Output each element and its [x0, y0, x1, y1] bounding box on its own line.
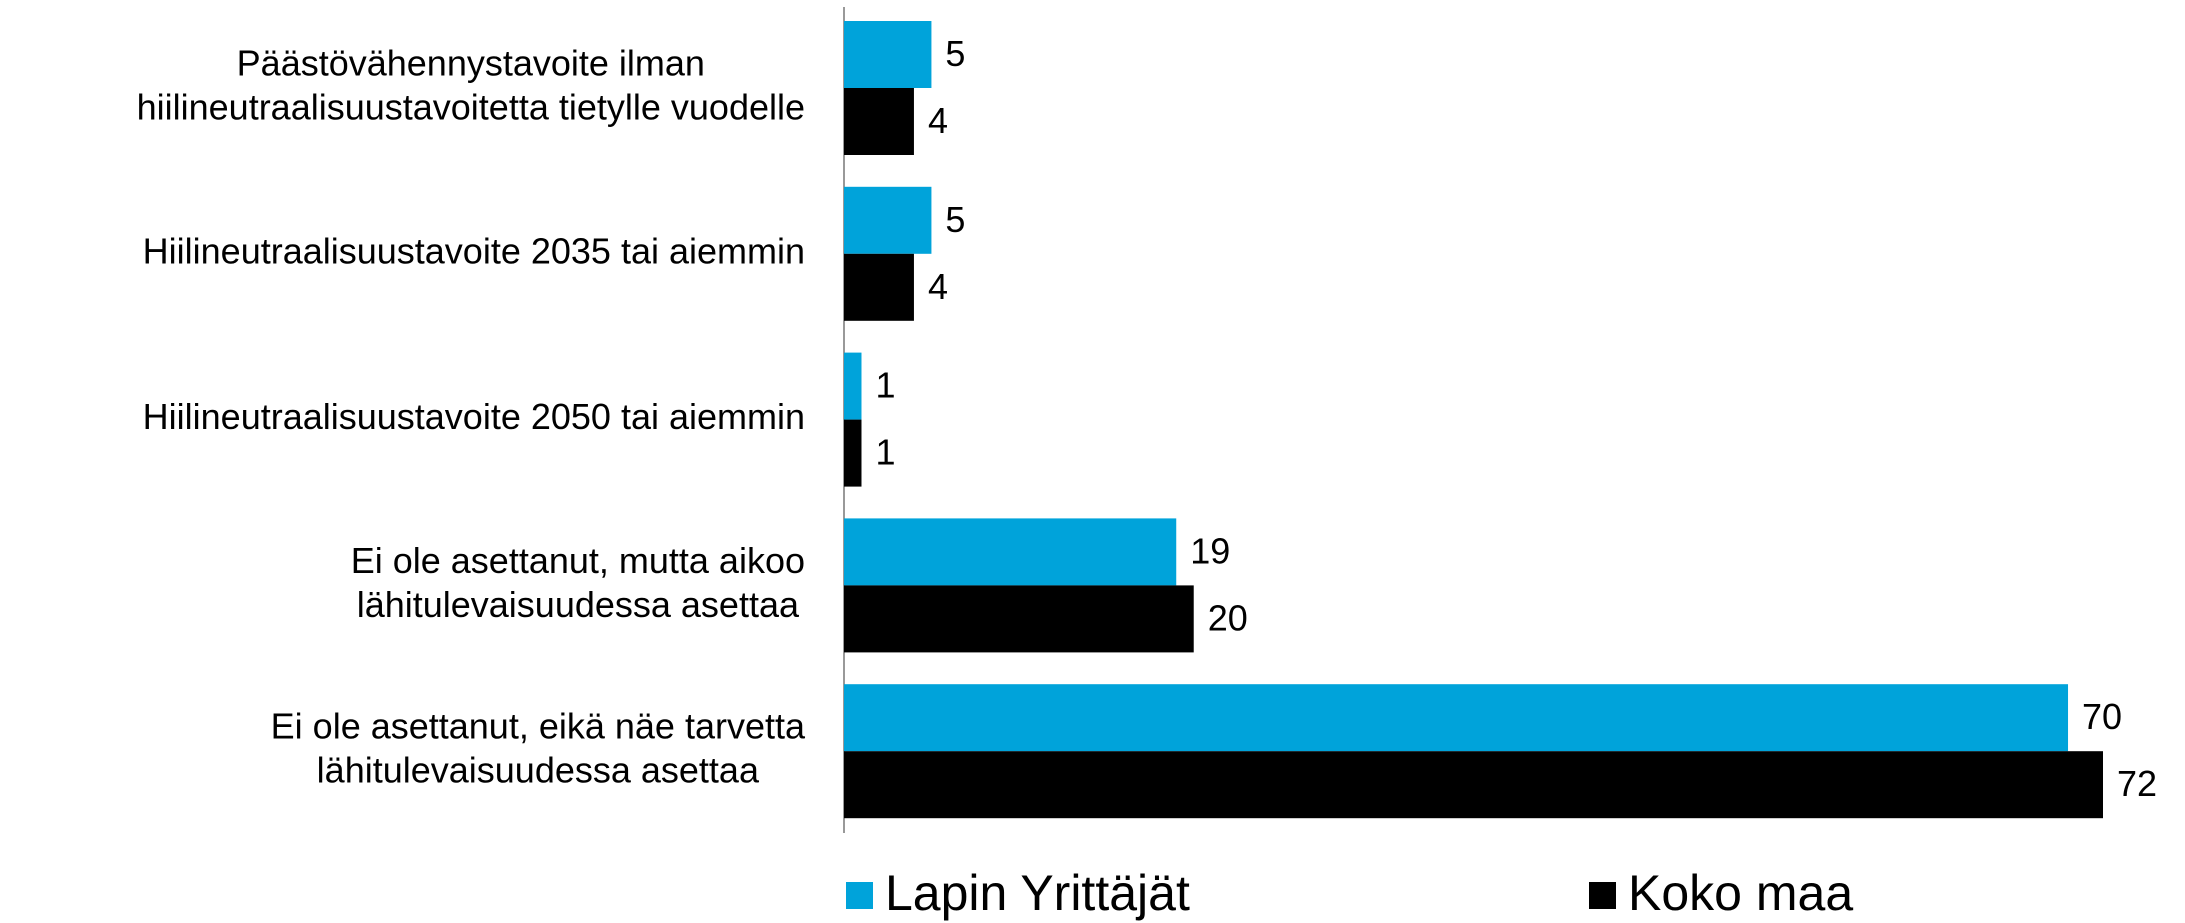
category-label: Päästövähennystavoite ilman	[237, 43, 705, 84]
bar	[844, 21, 932, 88]
bar	[844, 253, 914, 321]
category-label: lähitulevaisuudessa asettaa	[357, 584, 800, 625]
category-label: Hiilineutraalisuustavoite 2035 tai aiemm…	[143, 230, 805, 271]
legend-swatch	[846, 882, 873, 909]
value-label: 5	[945, 199, 965, 240]
bar	[844, 518, 1177, 586]
category-label: Ei ole asettanut, mutta aikoo	[351, 540, 805, 581]
bar	[844, 88, 914, 155]
bar	[844, 352, 862, 420]
value-label: 19	[1190, 530, 1230, 571]
value-label: 5	[945, 33, 965, 74]
category-label: hiilineutraalisuustavoitetta tietylle vu…	[137, 87, 805, 128]
category-label: lähitulevaisuudessa asettaa	[317, 750, 760, 791]
value-label: 1	[875, 432, 895, 473]
value-label: 4	[928, 266, 948, 307]
value-label: 4	[928, 100, 948, 141]
value-label: 72	[2117, 763, 2157, 804]
legend-label: Koko maa	[1628, 865, 1853, 921]
bar	[844, 684, 2069, 752]
value-label: 70	[2082, 696, 2122, 737]
bar	[844, 186, 932, 254]
value-label: 20	[1208, 597, 1248, 638]
bar	[844, 751, 2103, 819]
category-label: Ei ole asettanut, eikä näe tarvetta	[271, 706, 806, 747]
bar	[844, 419, 862, 487]
category-label: Hiilineutraalisuustavoite 2050 tai aiemm…	[143, 396, 805, 437]
value-label: 1	[875, 365, 895, 406]
bar	[844, 585, 1194, 653]
legend-label: Lapin Yrittäjät	[885, 865, 1190, 921]
legend-swatch	[1589, 882, 1616, 909]
